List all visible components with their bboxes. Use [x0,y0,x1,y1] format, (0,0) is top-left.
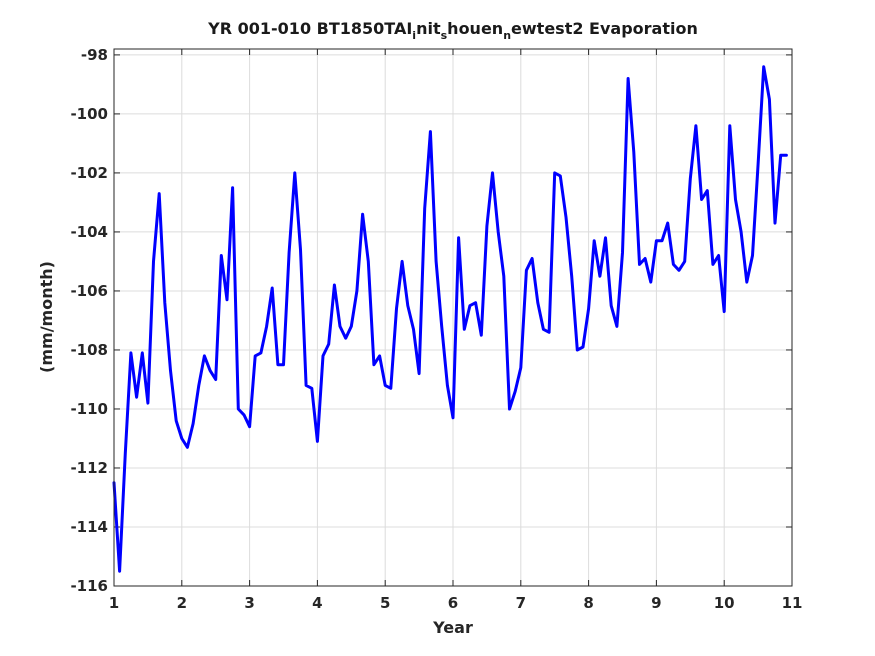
y-tick-labels: -116 -114 -112 -110 -108 -106 -104 -102 -100 -98 [70,46,108,595]
x-tick-label: 3 [244,594,254,612]
y-tick-label: -114 [70,518,108,536]
chart-title: YR 001-010 BT1850TAIinitshouennewtest2 E… [207,19,698,42]
x-tick-label: 10 [714,594,735,612]
x-tick-label: 11 [782,594,803,612]
axes-frame [113,48,793,587]
x-tick-label: 9 [651,594,661,612]
y-tick-label: -116 [70,577,108,595]
x-tick-labels: 1 2 3 4 5 6 7 8 9 10 11 [109,594,803,612]
x-tick-label: 6 [448,594,458,612]
y-axis-label: (mm/month) [37,261,56,373]
x-tick-label: 8 [583,594,593,612]
y-tick-label: -98 [81,46,108,64]
y-tick-label: -108 [70,341,108,359]
y-tick-label: -100 [70,105,108,123]
x-tick-label: 4 [312,594,322,612]
x-tick-label: 2 [177,594,187,612]
x-tick-label: 7 [516,594,526,612]
y-tick-label: -104 [70,223,108,241]
x-axis-label: Year [432,618,473,637]
series-line [112,65,788,573]
x-tick-label: 5 [380,594,390,612]
x-tick-label: 1 [109,594,119,612]
y-tick-label: -102 [70,164,108,182]
y-tick-label: -112 [70,459,108,477]
y-tick-label: -106 [70,282,108,300]
y-tick-label: -110 [70,400,108,418]
